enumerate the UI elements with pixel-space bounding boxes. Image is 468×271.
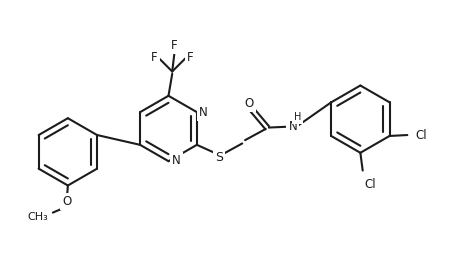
Text: Cl: Cl xyxy=(364,178,376,191)
Text: F: F xyxy=(171,39,178,52)
Text: N: N xyxy=(288,120,297,133)
Text: O: O xyxy=(245,97,254,110)
Text: H: H xyxy=(294,112,301,122)
Text: O: O xyxy=(62,195,72,208)
Text: N: N xyxy=(172,154,181,167)
Text: F: F xyxy=(151,51,158,64)
Text: S: S xyxy=(215,151,223,164)
Text: F: F xyxy=(187,51,193,64)
Text: N: N xyxy=(199,106,208,119)
Text: CH₃: CH₃ xyxy=(28,212,48,222)
Text: Cl: Cl xyxy=(415,128,427,141)
